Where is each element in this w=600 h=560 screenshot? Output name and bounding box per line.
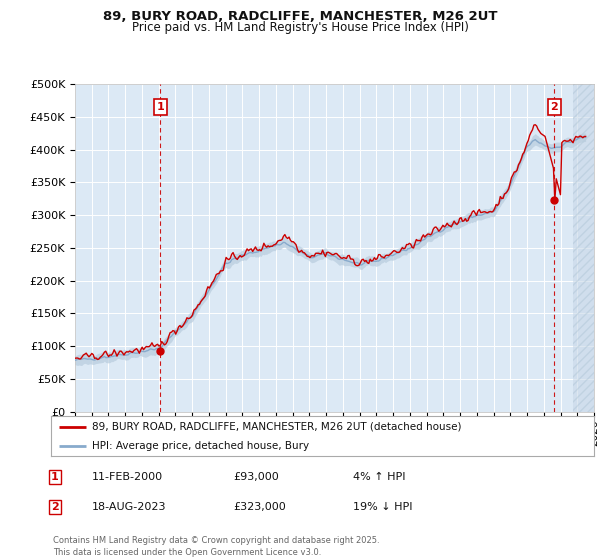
Text: 2: 2: [51, 502, 58, 512]
Text: 1: 1: [51, 472, 58, 482]
Text: 2: 2: [550, 102, 558, 112]
Text: £323,000: £323,000: [233, 502, 286, 512]
Text: 18-AUG-2023: 18-AUG-2023: [92, 502, 166, 512]
Text: £93,000: £93,000: [233, 472, 278, 482]
Text: HPI: Average price, detached house, Bury: HPI: Average price, detached house, Bury: [92, 441, 309, 450]
Text: 11-FEB-2000: 11-FEB-2000: [92, 472, 163, 482]
Text: 89, BURY ROAD, RADCLIFFE, MANCHESTER, M26 2UT (detached house): 89, BURY ROAD, RADCLIFFE, MANCHESTER, M2…: [92, 422, 461, 432]
Text: 19% ↓ HPI: 19% ↓ HPI: [353, 502, 412, 512]
Text: Contains HM Land Registry data © Crown copyright and database right 2025.
This d: Contains HM Land Registry data © Crown c…: [53, 536, 379, 557]
Text: Price paid vs. HM Land Registry's House Price Index (HPI): Price paid vs. HM Land Registry's House …: [131, 21, 469, 34]
Text: 1: 1: [157, 102, 164, 112]
Bar: [573, 84, 600, 412]
Bar: [573, 84, 600, 412]
Text: 4% ↑ HPI: 4% ↑ HPI: [353, 472, 406, 482]
Text: 89, BURY ROAD, RADCLIFFE, MANCHESTER, M26 2UT: 89, BURY ROAD, RADCLIFFE, MANCHESTER, M2…: [103, 10, 497, 23]
